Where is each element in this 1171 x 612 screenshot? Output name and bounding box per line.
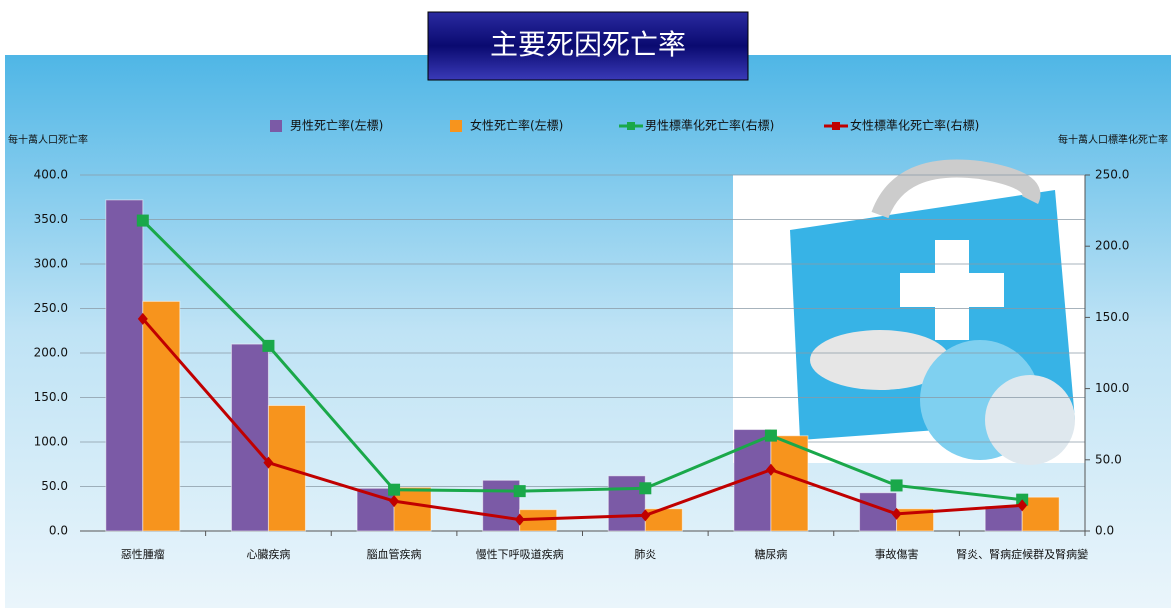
y2-tick-label: 150.0 xyxy=(1095,310,1129,324)
x-tick-label: 事故傷害 xyxy=(875,547,919,561)
chart-title: 主要死因死亡率 xyxy=(490,28,686,61)
y2-tick-label: 100.0 xyxy=(1095,381,1129,395)
marker xyxy=(639,482,652,495)
y2-tick-label: 50.0 xyxy=(1095,452,1122,466)
marker xyxy=(1017,499,1028,512)
bar xyxy=(105,199,144,532)
y-tick-label: 50.0 xyxy=(41,479,68,493)
x-tick-label: 心臟疾病 xyxy=(246,547,290,561)
bar xyxy=(984,505,1023,532)
x-tick-label: 慢性下呼吸道疾病 xyxy=(476,547,564,561)
y-tick-label: 100.0 xyxy=(34,435,68,449)
bar xyxy=(1021,496,1060,532)
legend-swatch xyxy=(270,120,282,132)
bar xyxy=(607,475,646,532)
bar xyxy=(230,343,269,532)
marker xyxy=(262,339,275,352)
legend-label: 男性標準化死亡率(右標) xyxy=(645,118,774,133)
y-axis-label: 每十萬人口死亡率 xyxy=(8,133,88,146)
x-tick-label: 腦血管疾病 xyxy=(367,547,422,561)
x-tick-label: 腎炎、腎病症候群及腎病變 xyxy=(956,547,1088,561)
decorative-image xyxy=(733,159,1085,465)
x-tick-label: 肺炎 xyxy=(634,548,656,561)
marker xyxy=(263,456,274,469)
marker xyxy=(890,479,903,492)
marker xyxy=(388,483,401,496)
y-tick-label: 200.0 xyxy=(34,346,68,360)
marker xyxy=(136,214,149,227)
marker xyxy=(389,495,400,508)
marker xyxy=(137,312,148,325)
y-tick-label: 400.0 xyxy=(34,168,68,182)
y-tick-label: 300.0 xyxy=(34,257,68,271)
marker xyxy=(640,509,651,522)
legend-swatch xyxy=(450,120,462,132)
y-tick-label: 0.0 xyxy=(49,524,68,538)
bar xyxy=(142,300,181,532)
marker xyxy=(514,513,525,526)
legend-label: 女性標準化死亡率(右標) xyxy=(850,118,979,133)
line xyxy=(141,219,1023,502)
legend-swatch xyxy=(832,122,840,130)
marker xyxy=(764,429,777,442)
line xyxy=(141,317,1023,522)
x-tick-label: 惡性腫瘤 xyxy=(121,547,165,561)
title-box xyxy=(427,11,749,81)
bar xyxy=(393,486,432,532)
y2-tick-label: 200.0 xyxy=(1095,239,1129,253)
y-tick-label: 150.0 xyxy=(34,390,68,404)
marker xyxy=(513,485,526,498)
legend-label: 女性死亡率(左標) xyxy=(470,118,563,133)
y2-tick-label: 0.0 xyxy=(1095,524,1114,538)
y2-tick-label: 250.0 xyxy=(1095,168,1129,182)
legend-label: 男性死亡率(左標) xyxy=(290,118,383,133)
bar xyxy=(770,435,809,532)
y-tick-label: 250.0 xyxy=(34,301,68,315)
marker xyxy=(765,463,776,476)
y2-axis-label: 每十萬人口標準化死亡率 xyxy=(1058,133,1168,146)
marker xyxy=(891,507,902,520)
x-tick-label: 糖尿病 xyxy=(754,547,787,561)
y-tick-label: 350.0 xyxy=(34,212,68,226)
legend-swatch xyxy=(627,122,635,130)
bar xyxy=(482,479,521,532)
